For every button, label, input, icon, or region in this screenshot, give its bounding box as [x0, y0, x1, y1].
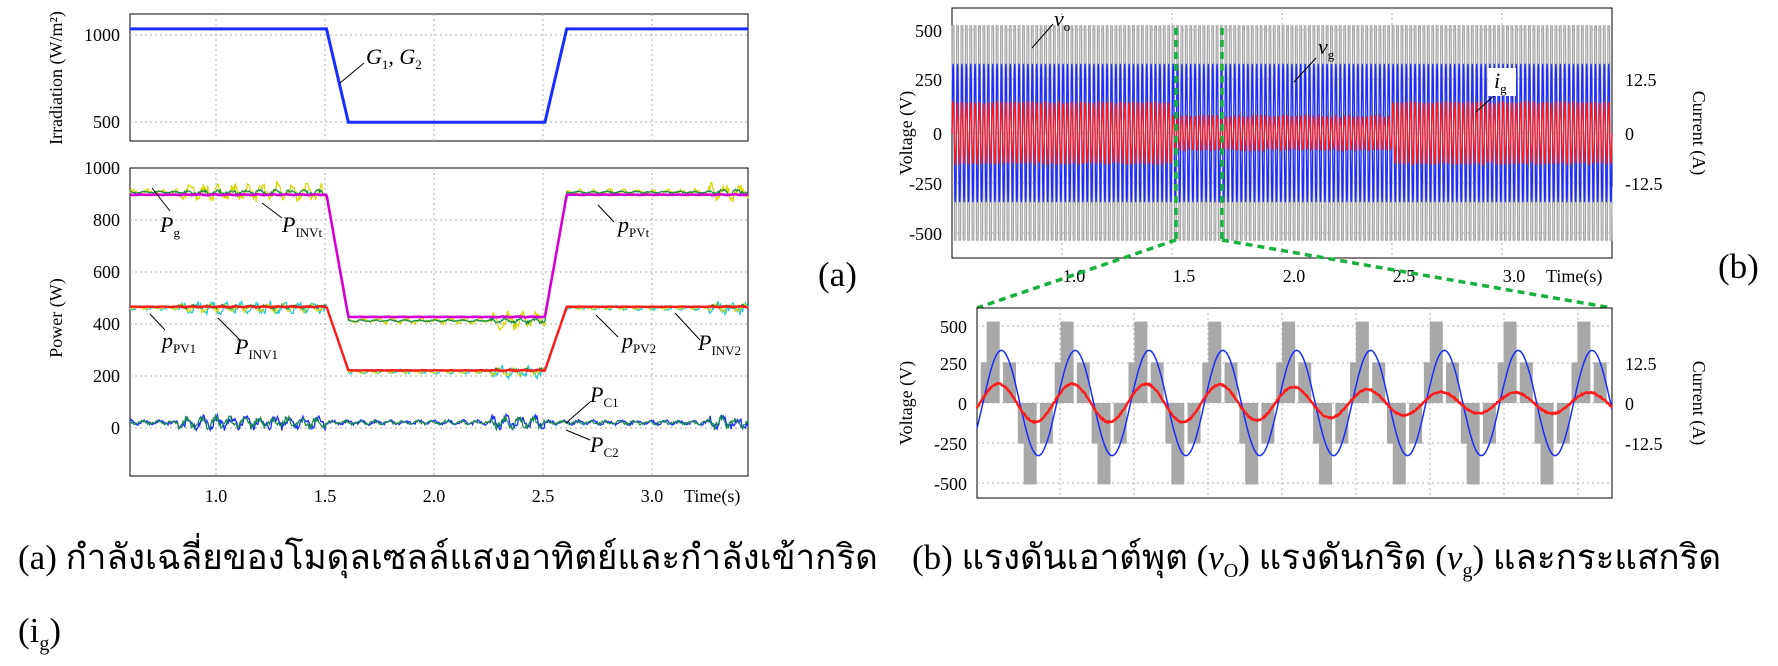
- pinvt-label: PINVt: [281, 212, 323, 240]
- ig-label: ig: [1494, 68, 1507, 96]
- overview-y2tick: 0: [1625, 124, 1634, 144]
- zoom-y2tick: -12.5: [1625, 434, 1663, 454]
- power-ytick: 1000: [84, 158, 120, 178]
- ppv2-line: [130, 304, 749, 373]
- overview-ytick: 0: [933, 124, 942, 144]
- pc2-label: PC2: [589, 432, 619, 460]
- vg-label: vg: [1318, 34, 1335, 62]
- overview-y2tick: 12.5: [1625, 70, 1657, 90]
- overview-ylabel: Voltage (V): [896, 91, 917, 175]
- ig-waveform: [951, 99, 1613, 166]
- pc1-line: [129, 412, 749, 433]
- zoom-y2tick: 0: [1625, 394, 1634, 414]
- power-ytick: 400: [93, 314, 120, 334]
- overview-xtick: 3.0: [1503, 266, 1526, 286]
- panel-label-b: (b): [1718, 247, 1759, 286]
- pinv2-label: PINV2: [697, 330, 741, 358]
- ppv1-label: pPV1: [160, 328, 196, 356]
- irradiation-chart: 1000 500 Irradiation (W/m²) G1, G2: [46, 11, 749, 145]
- overview-ytick: -250: [909, 174, 942, 194]
- overview-ytick: -500: [909, 224, 942, 244]
- ig-zoom-waveform: [975, 381, 1614, 425]
- voltage-current-overview-chart: 500 250 0 -250 -500 12.5 0 -12.5 Voltage…: [896, 6, 1709, 287]
- zoom-connector: [976, 28, 1613, 310]
- caption-b: (b) แรงดันเอาต์พุต (vO) แรงดันกริด (vg) …: [912, 538, 1722, 582]
- vo-label: vo: [1054, 6, 1070, 34]
- ppvt-label: pPVt: [616, 212, 650, 240]
- zoom-ytick: -250: [934, 434, 967, 454]
- pinv1-label: PINV1: [234, 334, 278, 362]
- power-xtick: 2.0: [423, 486, 446, 506]
- pg-label: Pg: [159, 212, 180, 240]
- power-ylabel: Power (W): [46, 278, 67, 357]
- power-xlabel: Time(s): [684, 486, 740, 507]
- ppvt-line: [129, 187, 749, 326]
- voltage-current-zoom-chart: 500 250 0 -250 -500 12.5 0 -12.5 Voltage…: [896, 307, 1709, 499]
- overview-ytick: 500: [915, 21, 942, 41]
- zoom-ytick: -500: [934, 474, 967, 494]
- irradiation-ytick: 500: [93, 112, 120, 132]
- overview-series: [951, 25, 1613, 241]
- annotation-leader: [339, 62, 365, 84]
- irradiation-ylabel: Irradiation (W/m²): [46, 11, 67, 145]
- overview-ytick: 250: [915, 70, 942, 90]
- overview-y2tick: -12.5: [1625, 174, 1663, 194]
- irradiation-series: [130, 27, 748, 124]
- power-annotation-leaders: [149, 187, 701, 441]
- power-ytick: 0: [111, 418, 120, 438]
- power-xtick: 3.0: [641, 486, 664, 506]
- pc2-line: [129, 413, 749, 432]
- overview-y2label: Current (A): [1688, 91, 1709, 175]
- overview-xtick: 1.5: [1173, 266, 1196, 286]
- zoom-ylabel: Voltage (V): [896, 361, 917, 445]
- irradiation-grid: [130, 14, 748, 141]
- zoom-y2label: Current (A): [1688, 361, 1709, 445]
- caption-a-continuation: (ig): [18, 611, 62, 655]
- g1-g2-label: G1, G2: [366, 44, 422, 72]
- power-xtick: 2.5: [532, 486, 555, 506]
- ig-label-bg: [1488, 68, 1516, 96]
- vg-zoom-waveform: [976, 349, 1613, 457]
- power-series: [129, 181, 749, 433]
- vo-step-bar: [1335, 403, 1349, 444]
- pg-line: [129, 192, 749, 319]
- irradiation-ytick: 1000: [84, 25, 120, 45]
- zoom-ytick: 250: [940, 354, 967, 374]
- power-ytick: 200: [93, 366, 120, 386]
- irradiation-g1-g2-line: [130, 27, 748, 124]
- zoom-series: [975, 321, 1614, 485]
- panel-label-a: (a): [818, 255, 857, 294]
- zoom-ytick: 0: [958, 394, 967, 414]
- pc1-label: PC1: [589, 382, 619, 410]
- power-xtick: 1.0: [205, 486, 228, 506]
- overview-xlabel: Time(s): [1546, 266, 1602, 287]
- vo-step-bar: [1298, 362, 1312, 403]
- power-xtick: 1.5: [314, 486, 337, 506]
- caption-a: (a) กำลังเฉลี่ยของโมดุลเซลล์แสงอาทิตย์แล…: [18, 538, 878, 577]
- power-chart: 1000 800 600 400 200 0 Power (W) 1.0 1.5…: [46, 158, 749, 507]
- zoom-y2tick: 12.5: [1625, 354, 1657, 374]
- ppv2-label: pPV2: [620, 328, 656, 356]
- overview-xtick: 2.0: [1283, 266, 1306, 286]
- overview-xtick: 2.5: [1393, 266, 1416, 286]
- power-ytick: 800: [93, 210, 120, 230]
- power-ytick: 600: [93, 262, 120, 282]
- vo-step-bar: [1372, 362, 1386, 403]
- zoom-ytick: 500: [940, 317, 967, 337]
